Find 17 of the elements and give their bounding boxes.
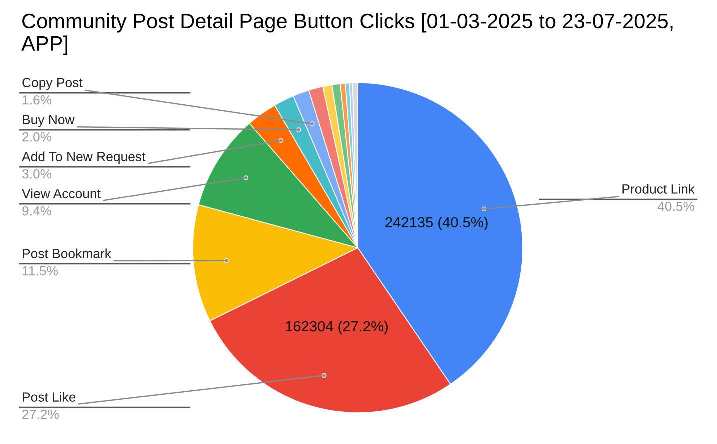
text: 242135 (40.5%) — [386, 216, 488, 231]
text: 162304 (27.2%) — [286, 320, 388, 335]
slice-label: Copy Post — [22, 78, 83, 90]
data-label: 40.5% — [658, 202, 695, 212]
data-label: 1.6% — [23, 95, 52, 105]
data-label: 2.0% — [22, 132, 52, 142]
slice-label: Buy Now — [23, 115, 75, 128]
slice-label: Product Link — [622, 184, 696, 194]
data-label: 27.2% — [22, 410, 59, 420]
slice-label: View Account — [22, 188, 101, 198]
data-label: 3.0% — [22, 169, 52, 179]
slice-label: Post Bookmark — [23, 248, 112, 258]
data-label: 11.5% — [23, 266, 58, 276]
slice-label: Add To New Request — [22, 152, 146, 164]
slice-label: Post Like — [23, 392, 76, 402]
chart-title: Community Post Detail Page Button Clicks [01-03-2025 to 23-07-2025, APP] — [22, 13, 673, 56]
data-label: 9.4% — [22, 206, 52, 216]
